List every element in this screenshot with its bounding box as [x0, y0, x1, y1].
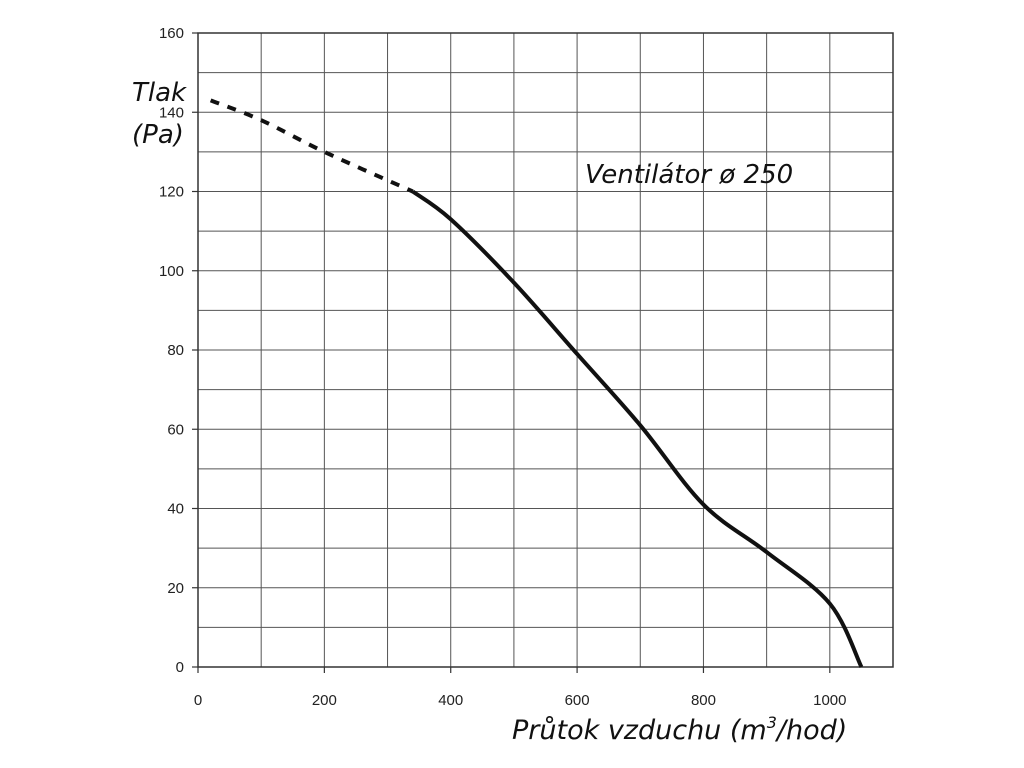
series-line-measured: [411, 189, 864, 668]
y-tick-label: 20: [167, 580, 184, 597]
x-axis-label-text: Průtok vzduchu (m: [512, 715, 767, 746]
grid: [198, 33, 893, 667]
y-tick-label: 0: [176, 659, 184, 676]
series-line-extrapolated: [209, 98, 414, 194]
y-tick-label: 120: [159, 184, 184, 201]
y-tick-label: 60: [167, 421, 184, 438]
y-tick-label: 160: [159, 25, 184, 42]
y-tick-label: 140: [159, 104, 184, 121]
x-axis-ticks: 0 200 400 600 800 1000: [194, 667, 847, 709]
y-tick-label: 100: [159, 263, 184, 280]
x-tick-label: 400: [438, 692, 463, 709]
chart-annotation: Ventilátor ø 250: [585, 160, 793, 190]
x-tick-label: 0: [194, 692, 202, 709]
x-tick-label: 800: [691, 692, 716, 709]
x-tick-label: 1000: [813, 692, 846, 709]
y-tick-label: 40: [167, 501, 184, 518]
x-axis-label-superscript: 3: [767, 713, 777, 732]
x-axis-label-unit: /hod): [775, 715, 847, 746]
y-tick-label: 80: [167, 342, 184, 359]
y-axis-label-line1: Tlak: [132, 78, 187, 108]
y-axis-label-line2: (Pa): [132, 120, 184, 150]
y-axis-ticks: 0 20 40 60 80 100 120 140 160: [159, 25, 198, 676]
x-tick-label: 200: [312, 692, 337, 709]
x-axis-label: Průtok vzduchu (m3/hod): [512, 713, 847, 746]
x-tick-label: 600: [565, 692, 590, 709]
series-group: [209, 98, 864, 668]
